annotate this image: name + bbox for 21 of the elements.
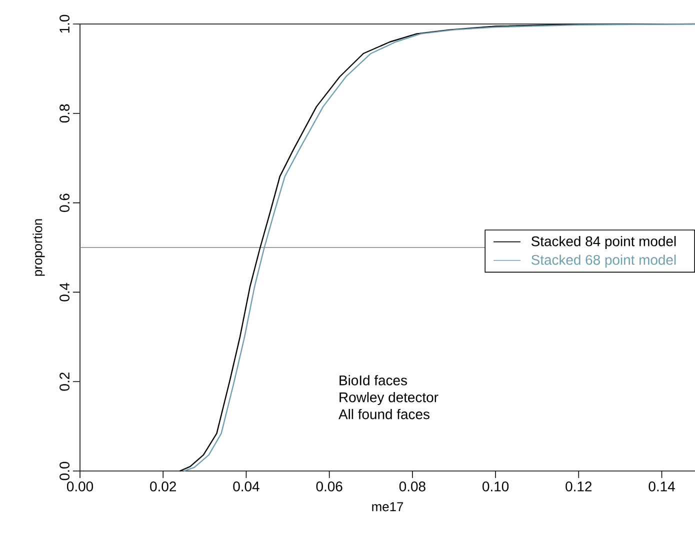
annotation: All found faces — [338, 408, 430, 420]
y-tick-label: 0.0 — [60, 462, 70, 480]
y-tick-label: 0.8 — [60, 104, 70, 123]
y-tick-label: 0.2 — [60, 372, 70, 391]
x-tick-label: 0.04 — [233, 482, 260, 492]
x-tick-label: 0.06 — [316, 482, 342, 492]
y-tick-label: 0.4 — [60, 282, 70, 302]
x-tick-label: 0.14 — [648, 482, 675, 492]
annotation: Rowley detector — [340, 392, 438, 406]
x-axis-title: me17 — [372, 502, 404, 512]
x-tick-label: 0.12 — [566, 482, 592, 492]
y-axis-title: proportion — [32, 219, 45, 276]
x-tick-label: 0.08 — [399, 482, 426, 492]
y-tick-label: 1.0 — [60, 14, 70, 33]
x-tick-label: 0.10 — [482, 482, 509, 492]
x-tick-label: 0.00 — [66, 482, 94, 492]
x-tick-label: 0.02 — [150, 482, 176, 492]
y-tick-label: 0.6 — [60, 194, 70, 212]
legend-label: Stacked 68 point model — [531, 254, 676, 268]
annotation: BioId faces — [340, 375, 407, 386]
legend-label: Stacked 84 point model — [531, 236, 676, 250]
